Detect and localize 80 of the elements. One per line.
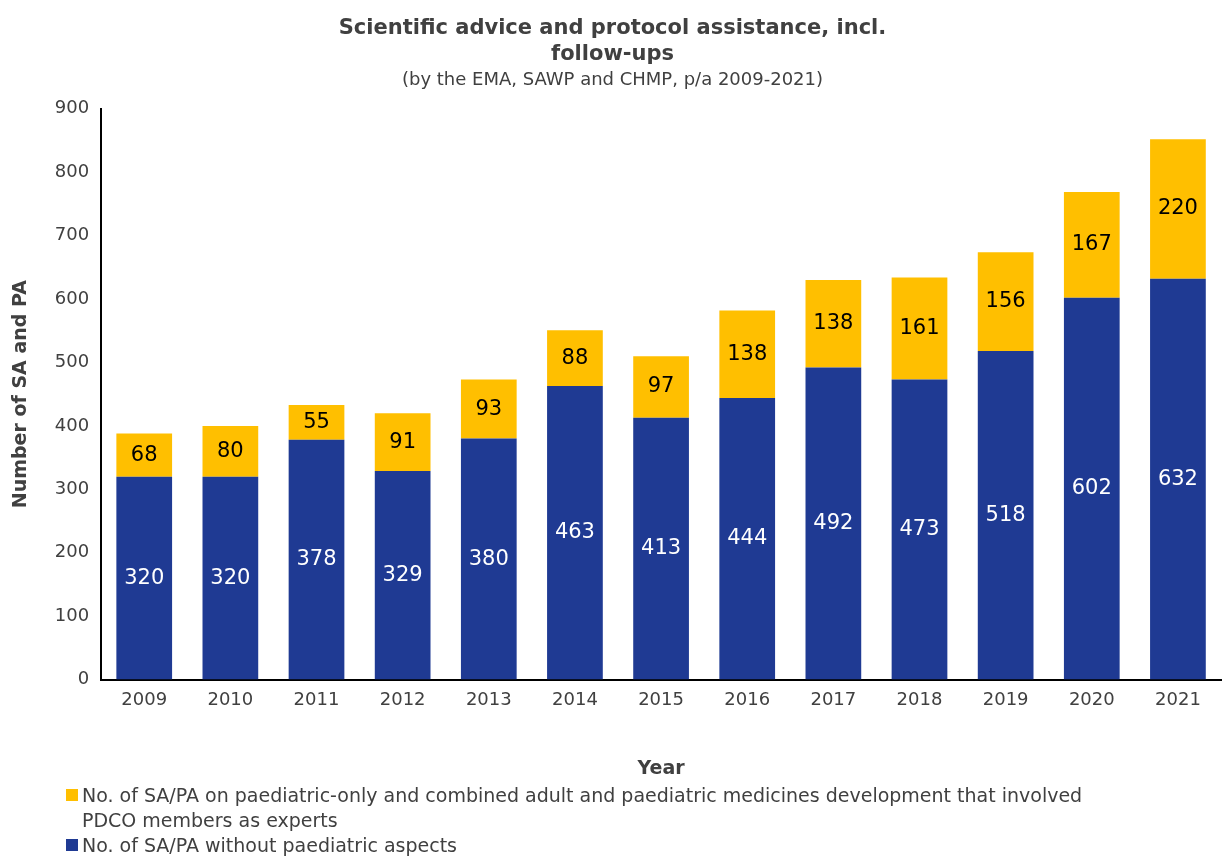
y-tick-label: 700 [54,223,90,245]
x-tick-label: 2012 [379,688,426,710]
y-tick-label: 800 [54,159,90,181]
data-label: 444 [727,525,768,550]
bar [1063,297,1120,680]
bar [374,413,431,471]
bar [460,379,517,439]
y-tick-label: 400 [54,413,90,435]
y-tick-label: 900 [54,96,90,118]
chart-subtitle: (by the EMA, SAWP and CHMP, p/a 2009-2021) [400,68,825,89]
legend-label: No. of SA/PA without paediatric aspects [82,833,457,858]
bar [374,470,431,680]
data-label: 380 [468,545,509,570]
x-tick-label: 2019 [982,688,1029,710]
data-label: 161 [899,315,940,340]
x-tick-label: 2013 [465,688,512,710]
data-label: 413 [641,535,682,560]
bar [633,356,689,418]
data-label: 220 [1157,195,1198,220]
x-tick-label: 2014 [552,688,598,710]
x-tick-label: 2018 [896,688,943,710]
bar [977,351,1034,680]
data-label: 463 [554,519,595,544]
data-label: 329 [382,561,423,586]
data-label: 97 [647,373,675,398]
bar [547,330,603,386]
y-tick-label: 200 [54,540,90,562]
x-tick-label: 2009 [121,688,168,710]
bar [116,433,173,477]
bar [202,425,259,477]
x-tick-label: 2017 [810,688,857,710]
data-label: 167 [1071,231,1112,256]
data-label: 93 [475,395,503,420]
x-tick-label: 2020 [1068,688,1115,710]
data-label: 138 [813,310,854,335]
y-tick-label: 300 [54,477,90,499]
y-tick-label: 500 [54,350,90,372]
y-axis-title: Number of SA and PA [8,279,31,509]
data-label: 320 [210,564,251,589]
bar [719,310,776,399]
x-tick-label: 2011 [293,688,340,710]
x-tick-label: 2021 [1155,688,1201,710]
bar [288,439,345,680]
bar [977,252,1034,352]
bar [202,476,259,680]
chart-title: Scientific advice and protocol assistance, incl. follow-ups [337,14,888,66]
data-label: 378 [296,546,337,571]
bar [805,280,862,368]
data-label: 518 [985,501,1026,526]
y-tick-label: 600 [54,286,90,308]
bar [1150,139,1206,279]
bar [116,476,173,680]
data-label: 320 [124,564,165,589]
data-label: 138 [727,340,768,365]
bar [547,385,603,680]
x-axis-title: Year [636,755,686,778]
bar [719,398,776,680]
data-label: 602 [1071,475,1112,500]
data-label: 55 [303,408,330,433]
data-label: 473 [899,516,940,541]
bar [805,367,862,680]
y-tick-label: 0 [77,667,90,689]
data-label: 492 [813,510,854,535]
bar [633,417,689,680]
legend-label: No. of SA/PA on paediatric-only and combined adult and paediatric medicines development that involved PDCO members as experts [82,783,1084,833]
data-label: 632 [1157,465,1198,490]
y-tick-label: 100 [54,603,90,625]
bar [460,438,517,680]
bar [891,379,948,680]
x-tick-label: 2015 [638,688,684,710]
data-label: 88 [561,344,589,369]
data-label: 156 [985,288,1026,313]
bar [1150,278,1206,680]
x-tick-label: 2016 [724,688,771,710]
bar [1063,191,1120,298]
x-tick-label: 2010 [207,688,254,710]
data-label: 91 [389,428,417,453]
data-label: 68 [130,441,158,466]
data-label: 80 [217,437,244,462]
bar [891,277,948,380]
